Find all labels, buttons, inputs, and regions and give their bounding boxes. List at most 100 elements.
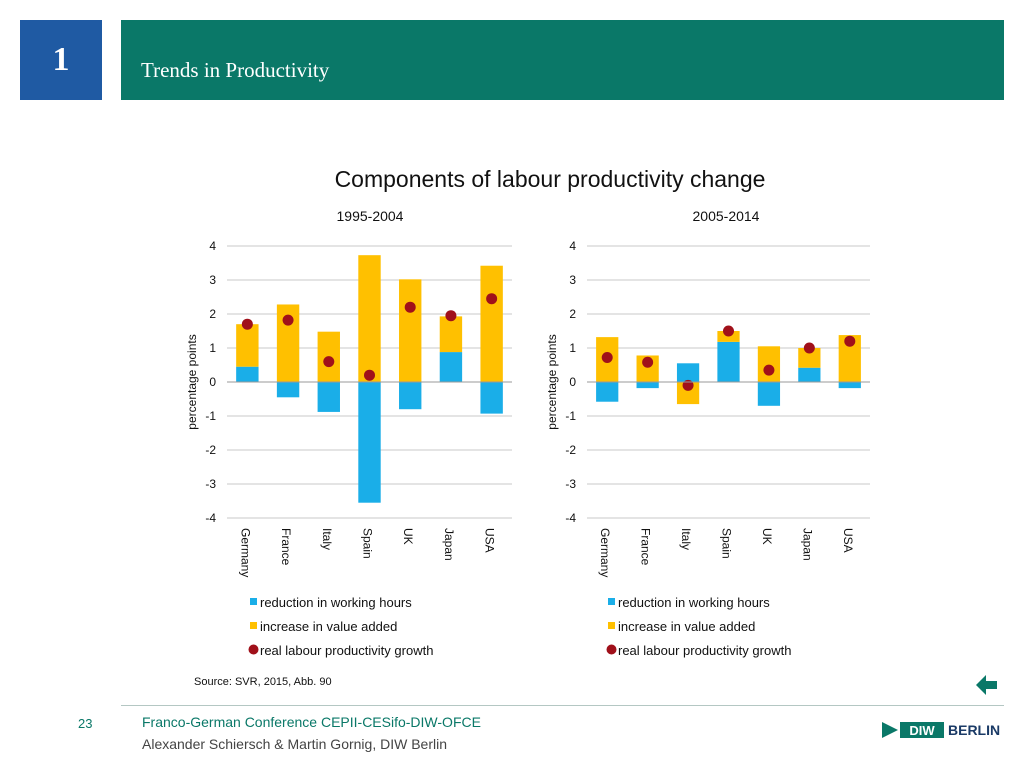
y-tick-label: 3 (209, 273, 216, 287)
bar-segment (676, 382, 700, 405)
bar-segment (798, 367, 821, 382)
x-tick-label: France (639, 528, 653, 566)
data-point (282, 314, 294, 326)
y-tick-label: -2 (205, 443, 216, 457)
bar-segment (757, 346, 781, 382)
y-axis-label: percentage points (545, 334, 559, 429)
legend-label: increase in value added (260, 619, 397, 634)
y-tick-label: 1 (209, 341, 216, 355)
x-tick-label: Spain (720, 528, 734, 559)
data-point (723, 325, 734, 337)
x-tick-label: Italy (320, 528, 334, 550)
data-point (642, 356, 654, 368)
data-point (803, 342, 815, 354)
x-tick-label: USA (483, 528, 497, 553)
bar-segment (358, 382, 381, 503)
legend-swatch (250, 598, 257, 605)
x-tick-label: Italy (679, 528, 693, 550)
data-point (844, 335, 856, 347)
bar-segment (717, 341, 740, 382)
y-tick-label: 2 (569, 307, 576, 321)
legend-swatch (608, 598, 615, 605)
x-tick-label: Germany (238, 528, 252, 577)
bar-segment (358, 255, 381, 382)
x-tick-label: USA (841, 528, 855, 553)
y-tick-label: -2 (565, 443, 576, 457)
legend-marker (248, 644, 259, 655)
bar-segment (636, 382, 659, 389)
section-title: Trends in Productivity (141, 58, 330, 82)
panel-title: 1995-2004 (337, 208, 404, 224)
y-tick-label: 4 (569, 239, 576, 253)
y-tick-label: 4 (209, 239, 216, 253)
y-tick-label: -1 (565, 409, 576, 423)
data-point (682, 379, 694, 391)
bar-segment (399, 279, 422, 382)
legend-swatch (250, 622, 257, 629)
section-number-box: 1 (20, 20, 102, 100)
data-point (323, 356, 335, 368)
bar-segment (276, 304, 300, 382)
bar-segment (798, 348, 821, 368)
bar-segment (236, 366, 259, 382)
bar-segment (636, 355, 659, 382)
source-note: Source: SVR, 2015, Abb. 90 (194, 676, 332, 688)
legend-marker (606, 644, 617, 655)
bar-segment (480, 382, 503, 414)
y-tick-label: -3 (205, 477, 216, 491)
x-tick-label: Germany (598, 528, 612, 577)
bar-segment (439, 316, 463, 353)
bar-segment (596, 382, 619, 402)
section-number: 1 (52, 41, 70, 78)
panel-title: 2005-2014 (693, 208, 760, 224)
data-point (601, 352, 613, 364)
diw-berlin-logo: DIW BERLIN (882, 722, 1000, 738)
legend-label: real labour productivity growth (260, 643, 433, 658)
bar-segment (838, 382, 861, 389)
y-tick-label: -4 (565, 511, 576, 525)
footer-divider (121, 705, 1004, 706)
data-point (241, 318, 253, 330)
logo-mark-text: DIW (909, 723, 935, 738)
legend-label: reduction in working hours (618, 595, 770, 610)
y-tick-label: -3 (565, 477, 576, 491)
bar-segment (317, 382, 340, 412)
charts-canvas: 1995-2004 -4 -3 -2 -1 0 1 2 3 4 percentage points G… (185, 208, 870, 688)
data-point (404, 301, 416, 313)
bar-segment (236, 324, 259, 367)
bar-segment (276, 382, 300, 398)
x-tick-label: UK (401, 528, 415, 545)
back-arrow-icon[interactable] (976, 674, 998, 696)
y-tick-label: -1 (205, 409, 216, 423)
x-tick-label: UK (760, 528, 774, 545)
y-tick-label: 1 (569, 341, 576, 355)
y-tick-label: 0 (569, 375, 576, 389)
y-axis-label: percentage points (185, 334, 199, 429)
x-tick-label: Japan (800, 528, 814, 561)
data-point (763, 364, 775, 376)
x-tick-label: France (279, 528, 293, 566)
bar-segment (757, 382, 781, 406)
page-number: 23 (78, 716, 93, 731)
bar-segment (480, 265, 503, 382)
x-tick-label: Spain (361, 528, 375, 559)
logo-text: BERLIN (948, 722, 1000, 738)
y-tick-label: 0 (209, 375, 216, 389)
legend-label: reduction in working hours (260, 595, 412, 610)
y-tick-label: -4 (205, 511, 216, 525)
bar-segment (439, 352, 463, 382)
y-tick-label: 2 (209, 307, 216, 321)
chart-title: Components of labour productivity change (334, 166, 766, 192)
bar-segment (676, 363, 700, 382)
footer-authors: Alexander Schiersch & Martin Gornig, DIW… (142, 736, 447, 752)
x-tick-label: Japan (442, 528, 456, 561)
legend-swatch (608, 622, 615, 629)
bar-segment (399, 382, 422, 410)
data-point (364, 369, 375, 381)
data-point (486, 293, 498, 305)
legend-label: increase in value added (618, 619, 755, 634)
legend-label: real labour productivity growth (618, 643, 791, 658)
y-tick-label: 3 (569, 273, 576, 287)
footer-conference: Franco-German Conference CEPII-CESifo-DI… (142, 714, 481, 730)
data-point (445, 310, 457, 322)
